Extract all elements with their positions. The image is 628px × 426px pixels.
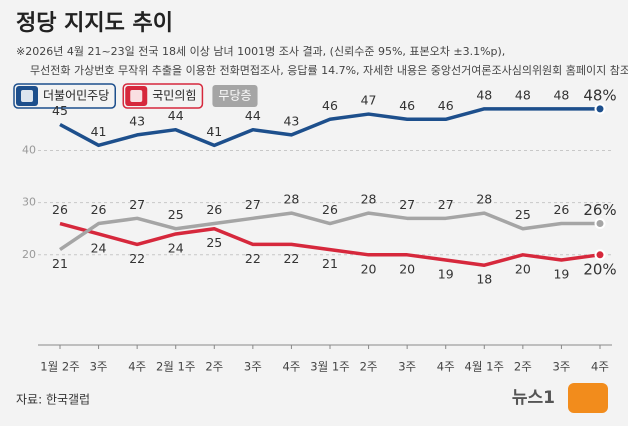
value-label: 28	[283, 192, 299, 207]
value-label: 41	[206, 124, 222, 139]
value-label: 48	[476, 87, 492, 102]
value-label: 18	[476, 272, 492, 287]
value-label: 20	[515, 261, 531, 276]
value-label: 24	[168, 240, 184, 255]
value-label: 20%	[583, 260, 616, 278]
value-label: 48	[553, 87, 569, 102]
x-tick-label: 4월 1주	[465, 360, 504, 374]
value-label: 45	[52, 103, 68, 118]
y-tick-label: 20	[22, 248, 36, 261]
series-line	[59, 107, 600, 148]
value-label: 46	[322, 98, 338, 113]
value-label: 27	[245, 197, 261, 212]
x-tick-label: 3주	[244, 360, 262, 374]
value-label: 44	[245, 108, 261, 123]
x-tick-label: 2주	[514, 360, 532, 374]
legend-icon	[130, 90, 143, 102]
value-label: 20	[399, 261, 415, 276]
value-label: 26	[553, 202, 569, 217]
value-label: 26%	[583, 201, 616, 219]
value-label: 41	[91, 124, 107, 139]
legend-swatch	[212, 85, 258, 107]
legend-icon	[21, 90, 33, 102]
value-label: 48%	[583, 86, 616, 104]
value-label: 48	[515, 87, 531, 102]
value-label: 20	[361, 261, 377, 276]
legend-frame	[13, 83, 116, 109]
x-tick-label: 2주	[205, 360, 223, 374]
value-label: 44	[168, 108, 184, 123]
subtitle: 무선전화 가상번호 무작위 추출을 이용한 전화면접조사, 응답률 14.7%,…	[30, 63, 628, 77]
value-label: 27	[399, 197, 415, 212]
chart-title: 정당 지지도 추이	[16, 11, 173, 36]
value-label: 22	[283, 251, 299, 266]
x-tick-label: 3주	[90, 360, 108, 374]
value-label: 19	[553, 267, 569, 282]
value-label: 19	[438, 267, 454, 282]
legend-label: 국민의힘	[152, 89, 196, 103]
value-label: 27	[129, 197, 145, 212]
x-tick-label: 4주	[282, 360, 300, 374]
x-tick-label: 3월 1주	[310, 360, 349, 374]
subtitle: ※2026년 4월 21~23일 전국 18세 이상 남녀 1001명 조사 결…	[16, 44, 505, 58]
value-label: 28	[361, 192, 377, 207]
value-label: 26	[322, 202, 338, 217]
value-label: 25	[206, 235, 222, 250]
x-tick-label: 4주	[591, 360, 609, 374]
value-label: 26	[206, 202, 222, 217]
value-label: 43	[283, 113, 299, 128]
value-label: 21	[52, 256, 68, 271]
value-label: 22	[129, 251, 145, 266]
value-label: 25	[168, 207, 184, 222]
value-label: 46	[438, 98, 454, 113]
x-tick-label: 4주	[128, 360, 146, 374]
y-tick-label: 30	[22, 196, 36, 209]
value-label: 25	[515, 207, 531, 222]
legend-label: 더불어민주당	[43, 89, 109, 103]
logo: 뉴스1	[512, 388, 555, 408]
value-label: 21	[322, 256, 338, 271]
value-label: 24	[91, 240, 107, 255]
legend-label: 무당층	[218, 89, 251, 103]
legend-frame	[122, 83, 204, 109]
logo-badge	[568, 383, 608, 413]
value-label: 43	[129, 113, 145, 128]
y-tick-label: 40	[22, 144, 36, 157]
value-label: 26	[52, 202, 68, 217]
x-tick-label: 2월 1주	[156, 360, 195, 374]
x-tick-label: 3주	[552, 360, 570, 374]
end-point	[594, 103, 606, 115]
value-label: 22	[245, 251, 261, 266]
value-label: 28	[476, 192, 492, 207]
value-label: 47	[361, 93, 377, 108]
x-tick-label: 4주	[437, 360, 455, 374]
end-point	[594, 249, 606, 261]
series-line	[59, 211, 600, 252]
value-label: 27	[438, 197, 454, 212]
value-label: 26	[91, 202, 107, 217]
x-tick-label: 1월 2주	[40, 360, 79, 374]
end-point	[594, 218, 606, 230]
value-label: 46	[399, 98, 415, 113]
x-tick-label: 3주	[398, 360, 416, 374]
x-tick-label: 2주	[360, 360, 378, 374]
source: 자료: 한국갤럽	[16, 393, 90, 407]
series-line	[59, 221, 601, 267]
